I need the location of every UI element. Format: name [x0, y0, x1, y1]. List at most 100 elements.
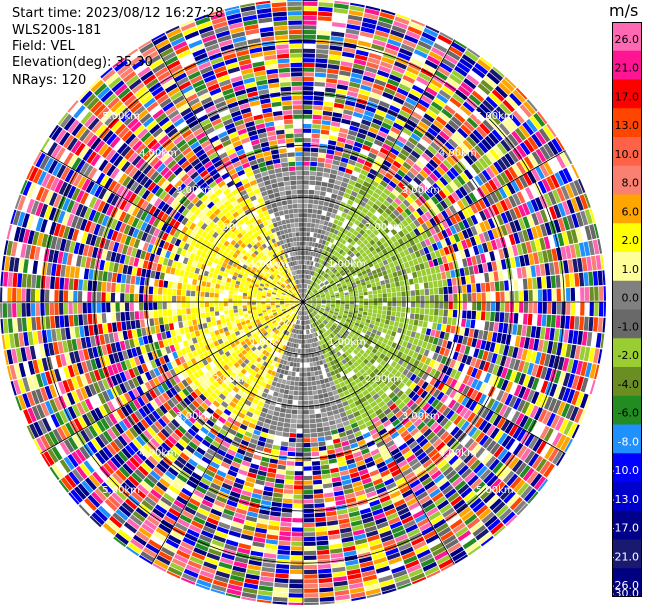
- range-gate: [342, 114, 352, 121]
- range-gate: [329, 310, 334, 314]
- range-gate: [158, 394, 167, 404]
- range-gate: [224, 351, 231, 357]
- range-gate: [536, 277, 542, 289]
- range-gate: [82, 413, 92, 427]
- range-gate: [376, 461, 386, 469]
- range-gate: [419, 455, 430, 465]
- range-gate: [84, 427, 94, 440]
- range-gate: [379, 244, 386, 251]
- range-gate: [340, 302, 345, 304]
- range-gate: [308, 270, 312, 275]
- range-gate: [332, 566, 346, 573]
- range-gate: [541, 276, 547, 289]
- range-gate: [311, 213, 317, 219]
- range-gate: [316, 299, 322, 301]
- range-gate: [325, 274, 330, 279]
- range-gate: [542, 340, 549, 353]
- range-gate: [292, 518, 303, 523]
- range-gate: [356, 547, 370, 555]
- range-gate: [505, 116, 518, 130]
- range-gate: [553, 261, 560, 275]
- range-gate: [425, 302, 430, 309]
- range-gate: [485, 282, 491, 292]
- range-gate: [331, 283, 336, 287]
- range-gate: [341, 212, 348, 218]
- range-gate: [153, 559, 169, 570]
- range-gate: [350, 206, 357, 213]
- range-gate: [573, 179, 583, 195]
- range-gate: [332, 275, 337, 280]
- range-gate: [484, 321, 490, 331]
- range-gate: [328, 287, 333, 291]
- range-gate: [282, 498, 293, 504]
- range-gate: [350, 364, 356, 370]
- range-gate: [324, 435, 333, 441]
- range-gate: [391, 468, 402, 478]
- range-gate: [291, 527, 303, 532]
- range-gate: [342, 445, 351, 452]
- range-gate: [347, 199, 354, 206]
- range-gate: [346, 255, 352, 261]
- range-gate: [164, 425, 174, 435]
- range-gate: [370, 256, 376, 262]
- range-gate: [483, 491, 496, 504]
- range-gate: [555, 154, 566, 169]
- range-gate: [201, 565, 216, 575]
- range-gate: [277, 464, 286, 470]
- range-gate: [159, 459, 170, 470]
- range-gate: [358, 307, 364, 312]
- range-gate: [428, 186, 438, 195]
- range-gate: [232, 408, 240, 416]
- range-gate: [306, 325, 309, 330]
- range-gate: [346, 24, 361, 31]
- range-gate: [370, 503, 382, 512]
- range-gate: [246, 426, 255, 434]
- range-gate: [410, 252, 417, 260]
- range-gate: [450, 134, 462, 146]
- range-gate: [262, 355, 268, 361]
- range-gate: [412, 163, 422, 173]
- range-gate: [172, 558, 187, 568]
- range-gate: [359, 298, 364, 302]
- range-gate: [285, 325, 289, 330]
- range-gate: [313, 399, 320, 405]
- range-gate: [352, 343, 358, 349]
- range-gate: [473, 329, 479, 339]
- range-gate: [482, 119, 494, 132]
- range-gate: [303, 293, 305, 298]
- range-gate: [281, 323, 286, 328]
- range-gate: [389, 464, 400, 473]
- range-gate: [363, 273, 369, 279]
- range-gate: [437, 338, 444, 347]
- range-gate: [79, 463, 92, 477]
- range-gate: [345, 321, 350, 325]
- range-gate: [350, 269, 356, 274]
- range-gate: [145, 543, 160, 554]
- range-gate: [516, 191, 526, 204]
- range-gate: [312, 276, 316, 281]
- range-gate: [40, 435, 51, 450]
- range-gate: [307, 300, 312, 302]
- range-gate: [388, 192, 397, 201]
- range-gate: [393, 240, 400, 248]
- range-gate: [386, 257, 393, 264]
- range-gate: [287, 309, 292, 313]
- range-gate: [494, 189, 504, 201]
- range-gate: [127, 475, 140, 487]
- range-gate: [173, 384, 182, 393]
- range-gate: [226, 499, 238, 508]
- range-gate: [594, 302, 599, 317]
- range-gate: [316, 422, 323, 428]
- range-gate: [369, 364, 376, 372]
- range-gate: [413, 49, 428, 59]
- range-gate: [284, 346, 289, 351]
- range-gate: [260, 327, 265, 332]
- range-gate: [317, 286, 321, 291]
- range-gate: [526, 200, 535, 214]
- range-gate: [309, 166, 317, 171]
- range-gate: [515, 462, 527, 476]
- range-gate: [345, 304, 350, 307]
- range-gate: [416, 387, 425, 396]
- range-gate: [454, 268, 461, 278]
- range-gate: [294, 480, 303, 485]
